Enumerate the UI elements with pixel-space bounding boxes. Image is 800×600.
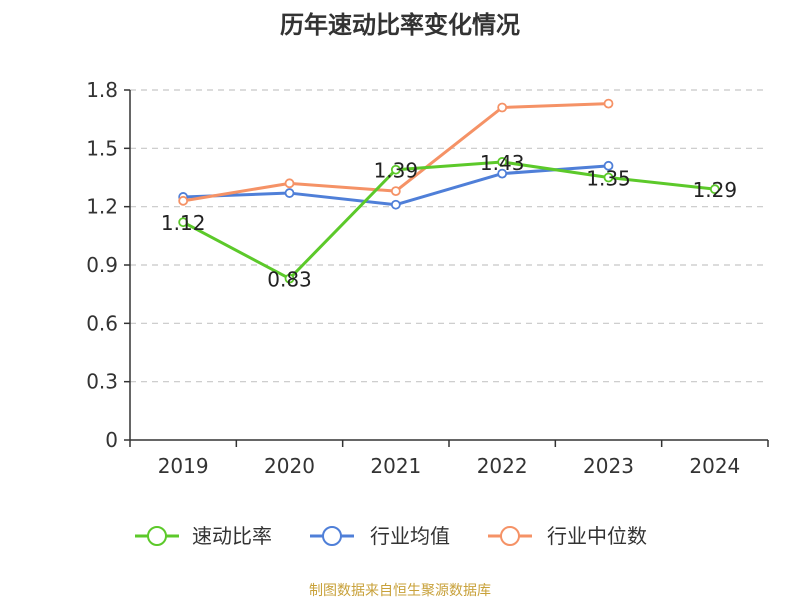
data-label: 1.39 [374,159,419,183]
source-note: 制图数据来自恒生聚源数据库 [309,583,491,599]
y-tick-label: 0.3 [86,370,118,394]
y-tick-label: 0 [105,428,118,452]
x-tick-label: 2021 [370,454,421,478]
y-tick-label: 1.5 [86,136,118,160]
data-label: 1.43 [480,151,525,175]
y-tick-label: 0.6 [86,311,118,335]
data-label: 1.35 [586,167,631,191]
data-point[interactable] [284,178,295,189]
legend-swatch-marker [147,526,167,546]
data-point[interactable] [284,273,295,284]
legend-swatch-marker [322,526,342,546]
data-point[interactable] [178,217,189,228]
data-point[interactable] [178,195,189,206]
legend-swatch-marker [500,526,520,546]
legend-label[interactable]: 行业中位数 [547,524,647,548]
data-point[interactable] [284,188,295,198]
data-label: 0.83 [267,268,312,292]
x-tick-label: 2022 [477,454,528,478]
data-point[interactable] [390,199,401,210]
data-point[interactable] [497,168,508,179]
data-label: 1.29 [693,178,738,202]
y-tick-label: 1.2 [86,195,118,219]
data-point[interactable] [390,186,401,197]
x-tick-label: 2024 [689,454,740,478]
legend-label[interactable]: 行业均值 [370,524,450,548]
x-tick-label: 2019 [158,454,209,478]
grid-lines [130,89,768,383]
chart-title: 历年速动比率变化情况 [280,11,520,39]
data-point[interactable] [603,160,614,171]
y-tick-label: 1.8 [86,78,118,102]
data-point[interactable] [603,98,614,109]
data-point[interactable] [603,172,614,183]
x-tick-label: 2020 [264,454,315,478]
data-label: 1.12 [161,211,206,235]
data-labels: 1.12 0.83 1.39 1.43 1.35 1.29 [161,151,737,292]
legend-label[interactable]: 速动比率 [192,524,272,548]
data-point[interactable] [390,164,401,175]
data-point[interactable] [709,184,720,195]
series-group [178,98,720,284]
legend[interactable]: 速动比率 行业均值 行业中位数 [135,524,647,548]
y-tick-label: 0.9 [86,253,118,277]
axes: 0 0.3 0.6 0.9 1.2 1.5 1.8 2019 2020 2021 2022 2023 2… [86,78,769,478]
data-point[interactable] [497,157,508,167]
series-line [182,160,715,281]
data-point[interactable] [497,102,508,113]
x-tick-label: 2023 [583,454,634,478]
